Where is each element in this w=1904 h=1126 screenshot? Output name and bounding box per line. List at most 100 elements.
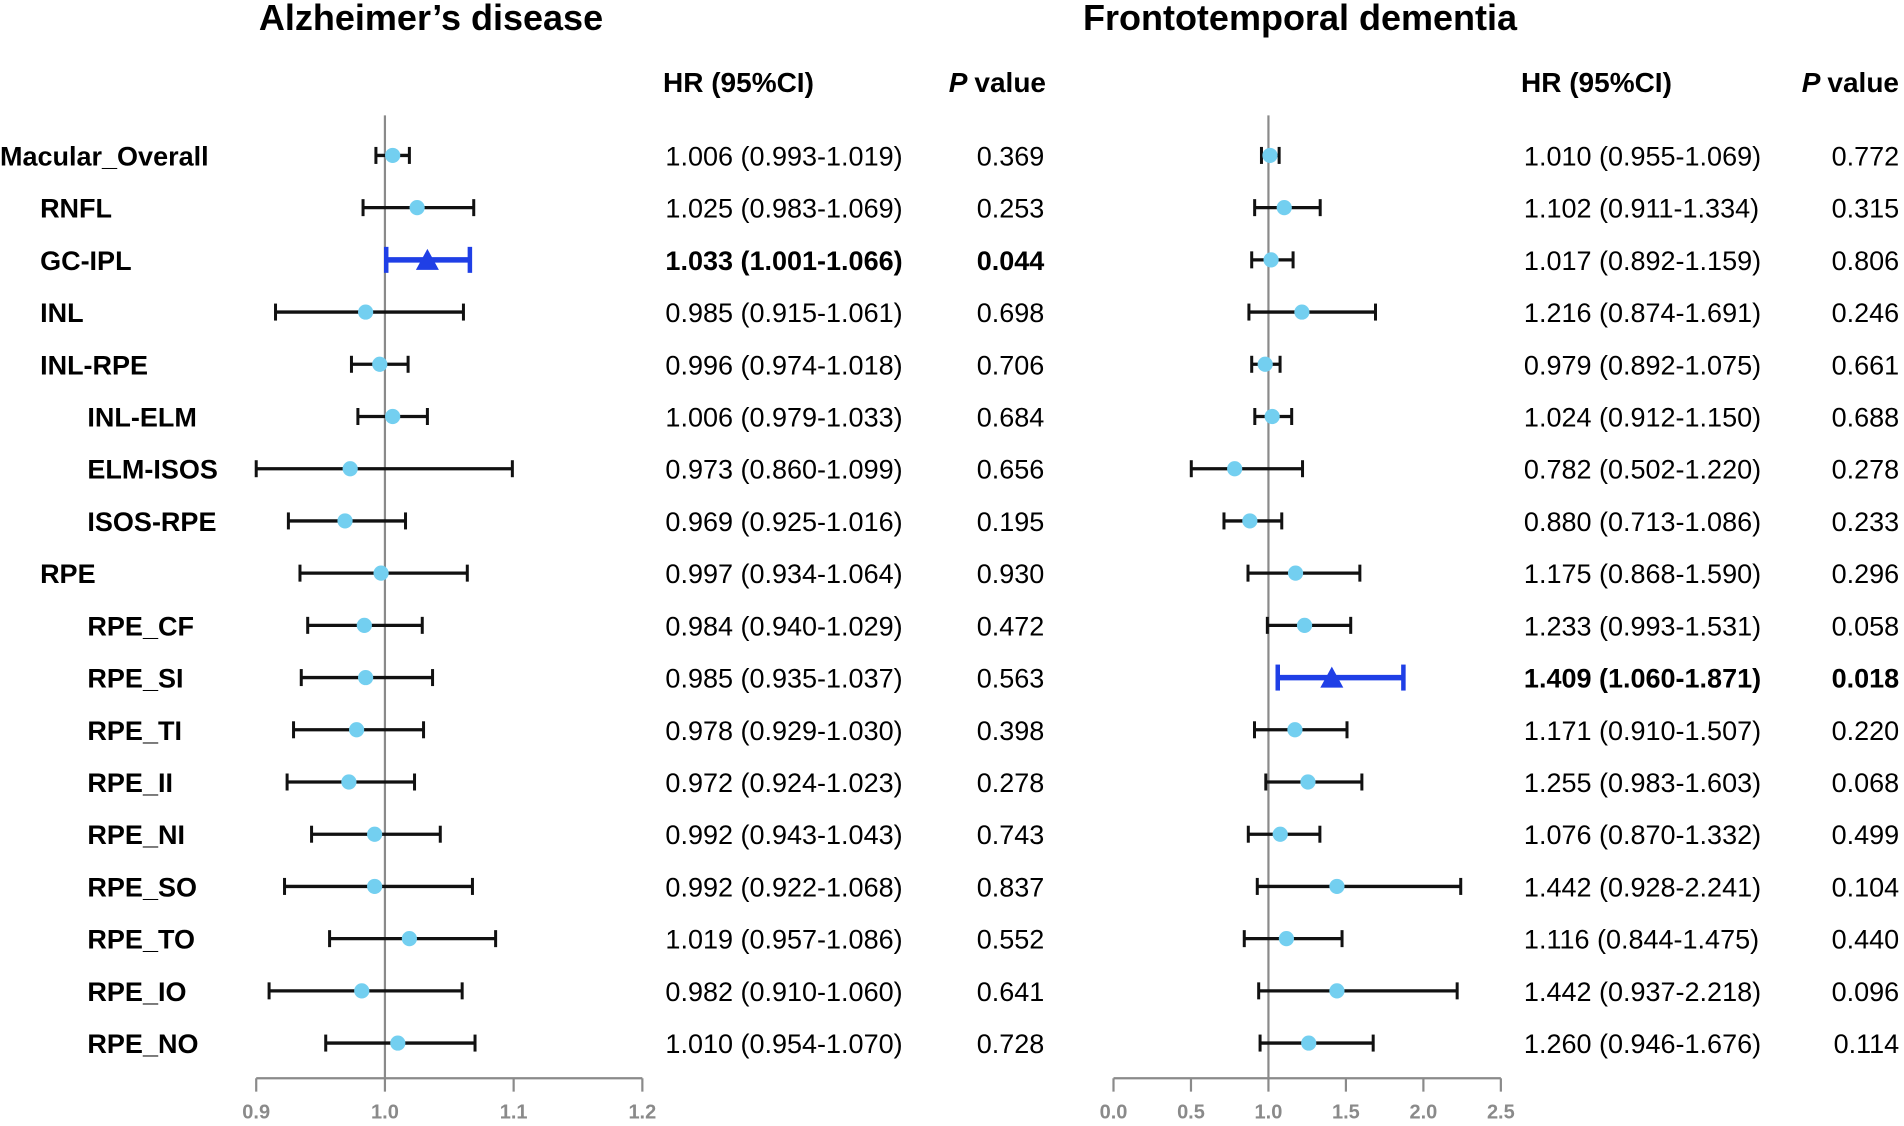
row-label: GC-IPL [40,246,132,276]
p-value: 0.296 [1832,559,1900,589]
hr-ci-value: 1.409 (1.060-1.871) [1524,664,1761,694]
hr-ci-value: 1.010 (0.954-1.070) [665,1029,902,1059]
panel-title-alzheimers: Alzheimer’s disease [259,0,603,38]
hr-ci-value: 0.997 (0.934-1.064) [665,559,902,589]
row-label: ISOS-RPE [87,507,216,537]
hazard-ratio-point [1329,878,1345,895]
row-label: RPE [40,559,96,589]
hr-ci-value: 1.116 (0.844-1.475) [1524,925,1759,955]
p-value: 0.930 [977,559,1045,589]
x-axis-tick-label: 1.0 [371,1101,399,1123]
hazard-ratio-point [358,304,374,320]
row-label: RPE_TI [87,716,182,746]
row-label: RPE_SO [87,872,197,902]
row-label: RPE_NO [87,1029,198,1059]
p-value-header-value: value [1827,67,1899,98]
x-axis-tick-label: 1.0 [1255,1101,1283,1123]
plot-layer: Macular_Overall RNFL GC-IPL INL INL-RPE INL-E… [0,115,1899,1123]
hazard-ratio-marker-significant [1320,666,1344,688]
hazard-ratio-point [1264,408,1280,425]
hr-ci-value: 1.442 (0.937-2.218) [1524,977,1761,1007]
row-label: ELM-ISOS [87,455,218,485]
p-value: 0.563 [977,664,1045,694]
p-value: 0.552 [977,925,1045,955]
hazard-ratio-point [1257,356,1273,372]
hazard-ratio-point [409,200,425,216]
p-value: 0.698 [977,298,1045,328]
p-value: 0.641 [977,977,1045,1007]
row-label: INL [40,298,83,328]
p-value: 0.837 [977,872,1045,902]
p-value-header-p: P [949,67,968,98]
row-label: RPE_CF [87,611,194,641]
p-value: 0.044 [977,246,1045,276]
hazard-ratio-point [367,878,383,895]
hazard-ratio-point [367,826,383,842]
p-value: 0.253 [977,194,1045,224]
p-value: 0.688 [1832,403,1900,433]
x-axis-tick-label: 1.5 [1332,1101,1360,1123]
hazard-ratio-point [1329,983,1345,999]
hazard-ratio-point [349,722,365,738]
p-value: 0.246 [1832,298,1900,328]
hazard-ratio-point [1263,252,1279,268]
hr-ci-value: 0.978 (0.929-1.030) [665,716,902,746]
hazard-ratio-point [341,774,357,790]
hr-ci-value: 0.996 (0.974-1.018) [665,350,902,380]
hazard-ratio-point [358,669,374,686]
hr-ci-value: 1.233 (0.993-1.531) [1524,611,1761,641]
p-value: 0.018 [1832,664,1900,694]
hazard-ratio-point [1300,774,1316,790]
hr-ci-value: 1.260 (0.946-1.676) [1524,1029,1761,1059]
p-value: 0.499 [1832,820,1900,850]
hr-ci-value: 1.216 (0.874-1.691) [1524,298,1761,328]
hazard-ratio-point [1301,1035,1317,1051]
hr-ci-value: 0.992 (0.922-1.068) [665,872,902,902]
p-value: 0.058 [1832,611,1900,641]
hazard-ratio-point [337,513,353,529]
hr-ci-header: HR (95%CI) [1521,67,1672,98]
hazard-ratio-point [356,617,372,633]
p-value: 0.398 [977,716,1045,746]
p-value: 0.684 [977,403,1045,433]
hr-ci-value: 1.442 (0.928-2.241) [1524,872,1761,902]
x-axis-tick-label: 0.0 [1100,1101,1128,1123]
row-label: Macular_Overall [0,141,209,171]
p-value: 0.472 [977,611,1045,641]
hazard-ratio-point [1294,304,1310,320]
hazard-ratio-point [1296,617,1313,633]
hazard-ratio-point [373,565,389,581]
row-label: RPE_SI [87,664,183,694]
hr-ci-value: 1.006 (0.993-1.019) [665,141,902,171]
hr-ci-value: 0.973 (0.860-1.099) [665,455,902,485]
hr-ci-value: 1.255 (0.983-1.603) [1524,768,1761,798]
p-value: 0.195 [977,507,1045,537]
row-label: INL-ELM [87,403,196,433]
hazard-ratio-point [390,1035,406,1051]
hr-ci-value: 0.984 (0.940-1.029) [665,611,902,641]
p-value: 0.096 [1832,977,1900,1007]
p-value: 0.104 [1832,872,1900,902]
x-axis-tick-label: 1.2 [628,1101,656,1123]
row-label: RPE_IO [87,977,186,1007]
p-value: 0.369 [977,141,1045,171]
p-value: 0.233 [1832,507,1900,537]
p-value: 0.278 [1832,455,1900,485]
hr-ci-value: 1.024 (0.912-1.150) [1524,403,1761,433]
hazard-ratio-marker-significant [415,248,439,270]
hazard-ratio-point [1278,931,1295,947]
hazard-ratio-point [1287,565,1304,581]
row-label: RPE_TO [87,925,195,955]
hazard-ratio-point [354,983,370,999]
hr-ci-value: 0.972 (0.924-1.023) [665,768,902,798]
p-value: 0.772 [1832,141,1900,171]
hazard-ratio-point [1242,513,1258,529]
row-label: RNFL [40,194,112,224]
p-value: 0.114 [1834,1029,1900,1059]
hr-ci-value: 1.102 (0.911-1.334) [1524,194,1759,224]
hr-ci-value: 1.006 (0.979-1.033) [665,403,902,433]
p-value: 0.728 [977,1029,1045,1059]
x-axis-tick-label: 0.9 [242,1101,270,1123]
p-value: 0.440 [1832,925,1900,955]
